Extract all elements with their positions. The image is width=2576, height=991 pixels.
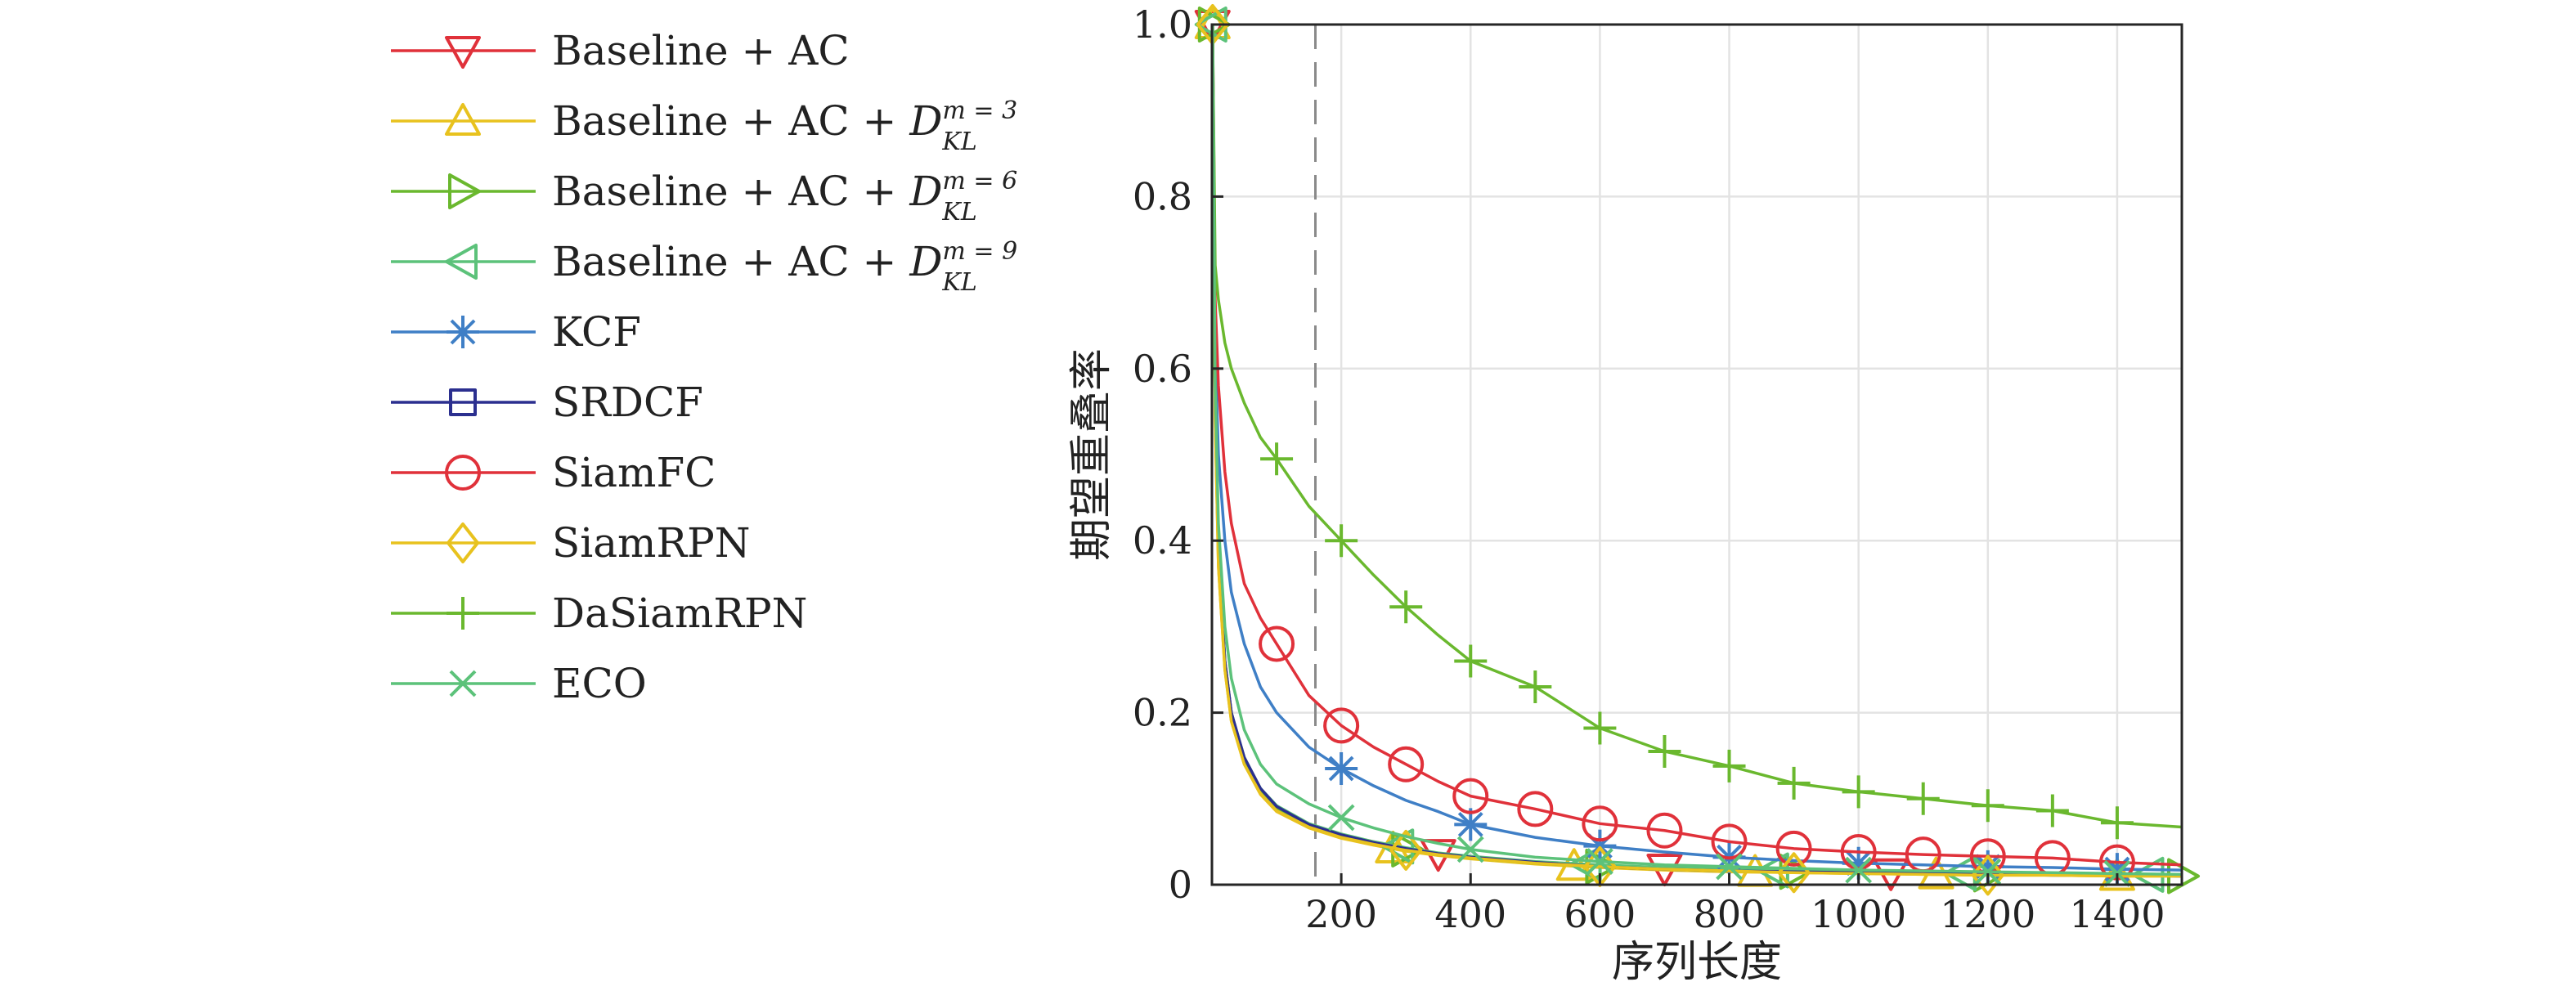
x-tick-label: 1400 [2069,892,2165,936]
series-marker [2100,806,2134,840]
series-marker [1325,751,1358,785]
legend-entry: Baseline + AC [391,27,850,74]
legend-label: ECO [552,660,647,707]
series-line [1211,24,2183,867]
legend-entry: SRDCF [391,379,703,426]
series-marker [1971,850,2004,883]
legend-marker [445,103,481,136]
series-marker [1389,590,1423,624]
series-marker [1583,829,1617,863]
x-tick-label: 1200 [1940,892,2035,936]
series-marker [1454,808,1488,841]
legend-marker [447,316,479,348]
series-marker [1260,442,1294,476]
legend-label: Baseline + AC + Dm = 6 KL [552,167,1017,226]
y-tick-label: 0 [1169,863,1192,907]
x-tick-label: 200 [1305,892,1377,936]
legend-label: SiamRPN [552,519,751,567]
legend-marker [445,455,481,491]
x-tick-label: 400 [1434,892,1506,936]
series-marker [1259,626,1295,662]
series-marker [1906,782,1940,815]
legend-entry: Baseline + AC + Dm = 3 KL [391,96,1017,156]
series-marker [1777,852,1811,894]
y-axis-label: 期望重叠率 [1067,348,1116,561]
series-line [1211,24,2183,877]
legend: Baseline + AC Baseline + AC + Dm = 3 KL Bas… [391,27,1017,707]
plot-background [1212,25,2182,885]
series-marker [1716,853,1743,881]
y-tick-label: 0.2 [1133,691,1192,735]
y-tick-label: 1.0 [1133,2,1192,47]
legend-label: Baseline + AC + Dm = 9 KL [552,237,1017,297]
series-marker [1327,804,1355,832]
x-axis-label: 序列长度 [1612,938,1782,987]
series-marker [1845,856,1873,884]
series-marker [1583,711,1617,745]
y-tick-label: 0.6 [1133,347,1192,391]
series-marker [1519,670,1552,704]
series-marker [1648,734,1681,768]
series-marker [1323,707,1360,744]
legend-label: Baseline + AC + Dm = 3 KL [552,96,1017,156]
series-marker [1568,845,1602,882]
series-marker [1971,789,2004,823]
legend-label: KCF [552,308,641,356]
series-9 [1211,24,2183,840]
legend-marker [448,173,481,209]
legend-label: Baseline + AC [552,27,850,74]
series-marker [1842,775,1875,809]
y-tick-label: 0.8 [1133,174,1192,218]
series-marker [1711,823,1748,860]
series-marker [1586,848,1613,876]
legend-marker [449,670,477,697]
series-marker [1389,829,1423,871]
legend-entry: DaSiamRPN [391,590,807,637]
series-marker [1388,746,1425,782]
series-line [1211,24,2183,872]
legend-entry: SiamRPN [391,519,751,567]
series-marker [2035,794,2069,827]
legend-entry: Baseline + AC + Dm = 6 KL [391,167,1017,226]
legend-marker [447,597,479,630]
series-marker [1582,805,1618,842]
legend-entry: Baseline + AC + Dm = 9 KL [391,237,1017,297]
legend-label: SiamFC [552,449,716,496]
series-marker [1381,828,1415,865]
series-marker [1517,791,1554,827]
legend-marker [447,522,479,563]
series-marker [1974,858,2002,886]
series-marker [1454,644,1488,678]
series-marker [1777,766,1811,800]
series-marker [1775,830,1812,867]
legend-marker [445,244,478,280]
plot-area: 200 400 600 800 1000 1200 1400 0 0.2 0.4 0.6 0.8 1.0 [1133,2,2200,936]
x-tick-label: 1000 [1811,892,1906,936]
x-tick-label: 800 [1694,892,1766,936]
series-marker [1325,524,1358,558]
series-marker [1646,812,1683,849]
legend-entry: ECO [391,660,647,707]
x-tick-label: 600 [1564,892,1636,936]
legend-marker [445,36,481,69]
legend-label: SRDCF [552,379,703,426]
legend-label: DaSiamRPN [552,590,807,637]
y-tick-label: 0.4 [1133,518,1192,563]
axes-frame [1210,23,2183,886]
series-marker [2100,853,2134,886]
series-marker [1452,778,1489,814]
series-marker [1712,749,1746,782]
legend-entry: SiamFC [391,449,716,496]
legend-marker [449,388,477,416]
series-5 [1211,24,2183,886]
legend-entry: KCF [391,308,641,356]
series-marker [1842,846,1875,880]
series-line [1211,24,2182,878]
series-marker [1456,836,1484,863]
series-marker [1971,854,2004,896]
